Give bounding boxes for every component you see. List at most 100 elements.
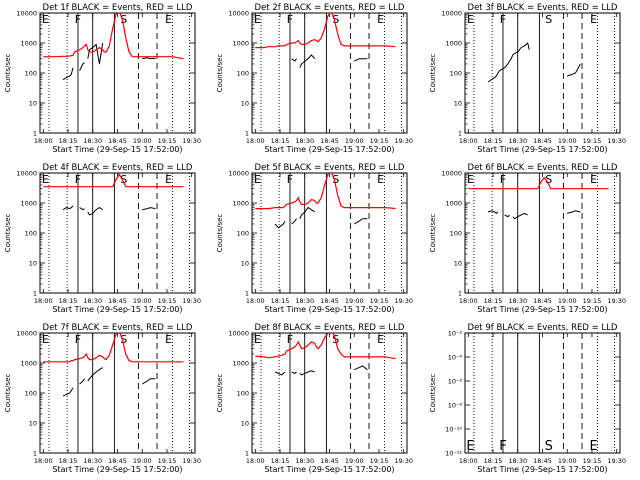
panel-7: Det 7f BLACK = Events, RED = LLD Counts/s… [4, 323, 201, 474]
panel-5-xtick-label: 18:30 [295, 297, 314, 305]
panel-5-ylabel: Counts/sec [216, 214, 224, 253]
panel-5-series-events [274, 206, 368, 229]
panel-4-xtick-label: 18:00 [34, 297, 53, 305]
panel-9-xtick-label: 19:15 [583, 457, 602, 465]
panel-3-marker-label: F [500, 13, 506, 26]
panel-6-marker-label: F [500, 173, 506, 186]
panel-1-xtick-label: 18:30 [83, 137, 102, 145]
panel-5-marker-label: E [377, 173, 384, 186]
panel-8-title: Det 8f BLACK = Events, RED = LLD [255, 323, 405, 333]
panel-3-marker-label: E [467, 13, 474, 26]
panel-7-ytick-label: 10 [29, 420, 37, 428]
panel-5-xtick-label: 19:15 [370, 297, 389, 305]
panel-1-ytick-label: 1000 [20, 40, 37, 48]
panel-8-ytick-label: 10000 [228, 330, 249, 338]
panel-2-title: Det 2f BLACK = Events, RED = LLD [255, 3, 405, 13]
panel-8-xtick-label: 19:30 [394, 457, 413, 465]
panel-3-xtick-label: 18:45 [533, 137, 552, 145]
panel-5-xtick-label: 18:15 [271, 297, 290, 305]
panel-2-ytick-label: 1 [245, 130, 249, 138]
panel-7-xtick-label: 18:15 [59, 457, 78, 465]
panel-1-frame [39, 12, 196, 134]
panel-6-frame [464, 172, 621, 294]
panel-1-marker-label: S [120, 13, 127, 26]
panel-2-ytick-label: 10000 [228, 10, 249, 18]
panel-8-ytick-label: 100 [237, 390, 249, 398]
panel-5-xtick-label: 19:30 [394, 297, 413, 305]
panel-6-xtick-label: 19:00 [558, 297, 577, 305]
panel-4-xtick-label: 19:30 [182, 297, 201, 305]
panel-6-ytick-label: 10000 [441, 170, 462, 178]
panel-3-ytick-label: 1000 [445, 40, 462, 48]
panel-8-xlabel: Start Time (29-Sep-15 17:52:00) [264, 465, 394, 474]
panel-7-xtick-label: 18:45 [108, 457, 127, 465]
panel-3-ytick-label: 10 [454, 100, 462, 108]
panel-5-ytick-label: 10 [241, 260, 249, 268]
panel-2-series-lld [255, 13, 396, 49]
panel-1-title: Det 1f BLACK = Events, RED = LLD [43, 3, 193, 13]
panel-5-marker-label: F [287, 173, 293, 186]
panel-3-xtick-label: 18:30 [508, 137, 527, 145]
panel-9-xlabel: Start Time (29-Sep-15 17:52:00) [477, 465, 607, 474]
panel-2-marker-label: F [287, 13, 293, 26]
panel-7-ytick-label: 1 [33, 450, 37, 458]
panel-5-xlabel: Start Time (29-Sep-15 17:52:00) [264, 305, 394, 314]
panel-2-ytick-label: 10 [241, 100, 249, 108]
panel-4-ytick-label: 100 [25, 230, 37, 238]
panel-7-frame [39, 332, 196, 454]
panel-2-series-events [291, 54, 368, 68]
panel-7-marker-label: F [75, 333, 81, 346]
panel-1-series-events [62, 42, 156, 81]
panel-4-marker-label: E [42, 173, 49, 186]
panel-5-ytick-label: 100 [237, 230, 249, 238]
panel-6-xtick-label: 18:15 [484, 297, 503, 305]
panel-2-xlabel: Start Time (29-Sep-15 17:52:00) [264, 145, 394, 154]
panel-2-ylabel: Counts/sec [216, 54, 224, 93]
panel-7-marker-label: S [120, 333, 127, 346]
panel-2-xtick-label: 18:45 [320, 137, 339, 145]
panel-8-marker-label: F [287, 333, 293, 346]
panel-6-marker-label: E [590, 173, 597, 186]
panel-4-marker-label: F [75, 173, 81, 186]
panel-7-ytick-label: 1000 [20, 360, 37, 368]
panel-7-xlabel: Start Time (29-Sep-15 17:52:00) [52, 465, 182, 474]
panel-2-xtick-label: 18:15 [271, 137, 290, 145]
panel-8-series-events [274, 365, 368, 376]
panel-1-xlabel: Start Time (29-Sep-15 17:52:00) [52, 145, 182, 154]
panel-9-xtick-label: 18:15 [484, 457, 503, 465]
panel-1-xtick-label: 18:00 [34, 137, 53, 145]
panel-5-marker-label: E [254, 173, 261, 186]
panel-1: Det 1f BLACK = Events, RED = LLD Counts/s… [4, 3, 201, 154]
panel-9-ytick-label: 10⁻¹⁰ [445, 426, 462, 434]
panel-8-ylabel: Counts/sec [216, 374, 224, 413]
panel-9-xtick-label: 19:00 [558, 457, 577, 465]
panel-9-xtick-label: 18:45 [533, 457, 552, 465]
panel-4-marker-label: E [165, 173, 172, 186]
panel-4-series-events [62, 205, 156, 216]
panel-4-ytick-label: 10 [29, 260, 37, 268]
panel-8-xtick-label: 19:00 [345, 457, 364, 465]
panel-2-xtick-label: 18:30 [295, 137, 314, 145]
panel-1-ylabel: Counts/sec [4, 54, 12, 93]
panel-7-ylabel: Counts/sec [4, 374, 12, 413]
panel-1-series-lld [43, 13, 184, 60]
panel-1-xtick-label: 19:00 [133, 137, 152, 145]
panel-8-ytick-label: 1 [245, 450, 249, 458]
panel-3-marker-label: E [590, 13, 597, 26]
panel-7-xtick-label: 18:30 [83, 457, 102, 465]
panel-7-ytick-label: 100 [25, 390, 37, 398]
panel-3-ytick-label: 100 [450, 70, 462, 78]
panel-8-series-lld [255, 333, 396, 360]
panel-8-marker-label: E [377, 333, 384, 346]
panel-2-ytick-label: 100 [237, 70, 249, 78]
panel-3-xtick-label: 19:30 [607, 137, 626, 145]
panel-1-marker-label: E [42, 13, 49, 26]
panel-4-marker-label: S [120, 173, 127, 186]
panel-3-xtick-label: 19:15 [583, 137, 602, 145]
panel-9-xtick-label: 19:30 [607, 457, 626, 465]
panel-3-marker-label: S [545, 13, 552, 26]
panel-3-ytick-label: 10000 [441, 10, 462, 18]
panel-2-xtick-label: 19:30 [394, 137, 413, 145]
panel-5-ytick-label: 1000 [232, 200, 249, 208]
panel-1-ytick-label: 10000 [16, 10, 37, 18]
